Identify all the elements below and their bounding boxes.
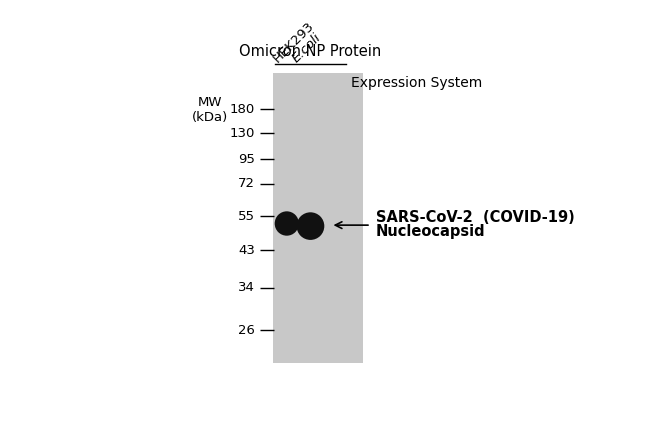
Text: Omicron NP Protein: Omicron NP Protein <box>239 44 382 59</box>
Text: 180: 180 <box>230 103 255 116</box>
Ellipse shape <box>296 212 324 240</box>
Text: SARS-CoV-2  (COVID-19): SARS-CoV-2 (COVID-19) <box>376 210 575 225</box>
Text: MW
(kDa): MW (kDa) <box>192 96 228 124</box>
Text: Nucleocapsid: Nucleocapsid <box>376 224 486 239</box>
Text: Expression System: Expression System <box>351 76 482 90</box>
Text: 26: 26 <box>238 324 255 337</box>
Text: 34: 34 <box>238 281 255 295</box>
Ellipse shape <box>275 211 299 236</box>
Text: E.coli: E.coli <box>290 31 324 65</box>
Text: 55: 55 <box>238 210 255 223</box>
Text: 43: 43 <box>238 244 255 257</box>
Text: 130: 130 <box>229 127 255 140</box>
Text: HEK293: HEK293 <box>271 19 317 65</box>
Text: 95: 95 <box>238 153 255 166</box>
Bar <box>273 73 363 362</box>
Text: 72: 72 <box>238 177 255 190</box>
